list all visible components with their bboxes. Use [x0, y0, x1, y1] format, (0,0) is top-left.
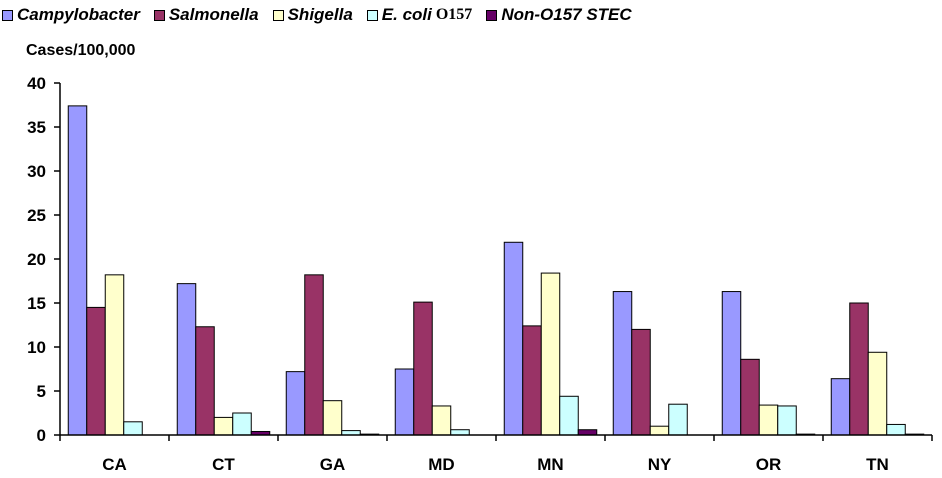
legend-label-campylobacter: Campylobacter — [17, 5, 140, 24]
bar-ny-series-0 — [612, 291, 633, 436]
bar-mn-series-4 — [577, 429, 598, 436]
bar-mn-series-3 — [559, 395, 579, 436]
bar-or-series-3 — [777, 405, 797, 436]
x-tick-label-or: OR — [756, 455, 782, 474]
y-tick-label-35: 35 — [27, 118, 46, 137]
bar-ca-series-1 — [86, 306, 106, 436]
bar-ga-series-0 — [285, 371, 306, 436]
bar-md-series-3 — [450, 429, 470, 436]
y-tick-label-25: 25 — [27, 206, 46, 225]
y-axis-label: Cases/100,000 — [26, 42, 136, 59]
bar-mn-series-0 — [503, 241, 524, 436]
bar-ga-series-2 — [322, 400, 343, 436]
legend-label-ecoli: E. coli — [381, 5, 432, 24]
bar-md-series-1 — [413, 301, 433, 436]
y-tick-label-30: 30 — [27, 162, 46, 181]
bar-ga-series-1 — [304, 274, 324, 436]
bar-md-series-0 — [394, 368, 415, 436]
legend-item-salmonella: Salmonella — [153, 5, 259, 25]
chart-legend: Campylobacter Salmonella Shigella E. col… — [2, 2, 632, 28]
x-tick-label-tn: TN — [866, 455, 889, 474]
y-tick-label-40: 40 — [27, 74, 46, 93]
bar-ct-series-1 — [195, 326, 215, 436]
bar-tn-series-0 — [830, 378, 851, 436]
bar-ny-series-2 — [649, 425, 670, 436]
legend-label-ecoli-suffix: O157 — [435, 6, 473, 23]
y-tick-label-10: 10 — [27, 338, 46, 357]
bar-mn-series-2 — [540, 272, 561, 436]
x-tick-label-ga: GA — [320, 455, 346, 474]
y-tick-label-20: 20 — [27, 250, 46, 269]
bar-ny-series-3 — [668, 403, 688, 436]
x-tick-label-ct: CT — [212, 455, 235, 474]
legend-item-campylobacter: Campylobacter — [2, 5, 140, 25]
legend-swatch-non-o157-stec — [486, 9, 498, 21]
legend-swatch-ecoli-o157 — [366, 9, 378, 21]
y-tick-label-0: 0 — [37, 426, 46, 445]
legend-item-ecoli-o157: E. coli O157 — [366, 5, 473, 25]
legend-swatch-salmonella — [153, 9, 165, 21]
bar-or-series-2 — [758, 404, 779, 436]
legend-item-non-o157-stec: Non-O157 STEC — [486, 5, 632, 25]
bar-mn-series-1 — [522, 325, 542, 436]
legend-label-non-o157-stec: Non-O157 STEC — [501, 5, 632, 24]
bar-ct-series-2 — [213, 416, 234, 436]
bar-ct-series-3 — [232, 412, 252, 436]
bar-tn-series-2 — [867, 351, 888, 436]
legend-swatch-shigella — [272, 9, 284, 21]
x-tick-label-md: MD — [428, 455, 454, 474]
bar-tn-series-1 — [849, 302, 869, 436]
y-tick-label-5: 5 — [37, 382, 46, 401]
bar-tn-series-3 — [886, 423, 906, 436]
bar-or-series-0 — [721, 291, 742, 436]
legend-item-shigella: Shigella — [272, 5, 353, 25]
bar-md-series-2 — [431, 405, 452, 436]
bar-or-series-1 — [740, 358, 760, 436]
bar-ct-series-0 — [176, 283, 197, 436]
bar-ca-series-2 — [104, 274, 125, 436]
x-tick-label-ny: NY — [648, 455, 672, 474]
y-tick-label-15: 15 — [27, 294, 46, 313]
x-tick-label-ca: CA — [102, 455, 127, 474]
legend-label-salmonella: Salmonella — [168, 5, 259, 24]
bar-ny-series-1 — [631, 328, 651, 436]
bar-ca-series-0 — [67, 105, 88, 436]
legend-label-shigella: Shigella — [287, 5, 353, 24]
legend-swatch-campylobacter — [2, 9, 13, 21]
x-tick-label-mn: MN — [537, 455, 563, 474]
bar-ca-series-3 — [123, 421, 143, 436]
